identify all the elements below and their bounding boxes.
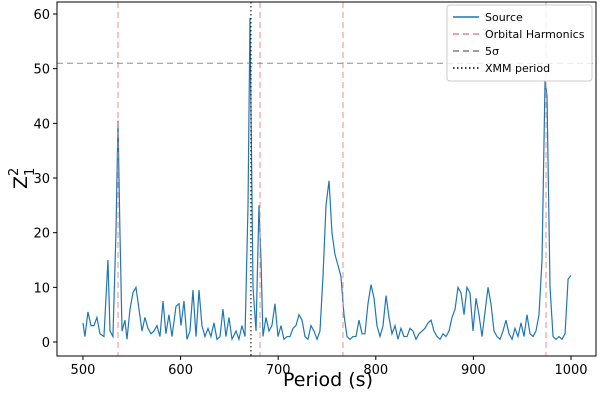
x-tick-label: 500 [71,363,96,378]
plot-area [57,2,596,356]
x-tick-label: 800 [363,363,388,378]
y-tick-label: 60 [33,8,50,23]
y-tick-label: 20 [33,227,50,242]
x-tick-label: 1000 [554,363,587,378]
x-tick-label: 900 [461,363,486,378]
data-line [82,17,572,342]
legend-label: 5σ [485,45,499,58]
y-axis-label-sup: 2 [7,168,22,176]
axes-frame [56,1,597,357]
y-axis-label-base: Z [10,176,32,189]
y-tick-label: 50 [33,63,50,78]
y-tick-label: 40 [33,117,50,132]
x-axis-label: Period (s) [283,369,373,391]
x-tick-label: 600 [168,363,193,378]
legend-label: XMM period [485,62,550,75]
legend-label: Orbital Harmonics [485,28,585,41]
y-tick-label: 0 [42,336,50,351]
y-tick-label: 10 [33,281,50,296]
legend-box [446,4,593,82]
y-axis-label-sub: 1 [23,168,38,176]
y-axis-label: Z 1 2 [7,168,38,189]
x-tick-label: 700 [266,363,291,378]
legend: Source Orbital Harmonics 5σ XMM period [446,4,593,82]
y-tick-label: 30 [33,172,50,187]
legend-label: Source [485,11,523,24]
